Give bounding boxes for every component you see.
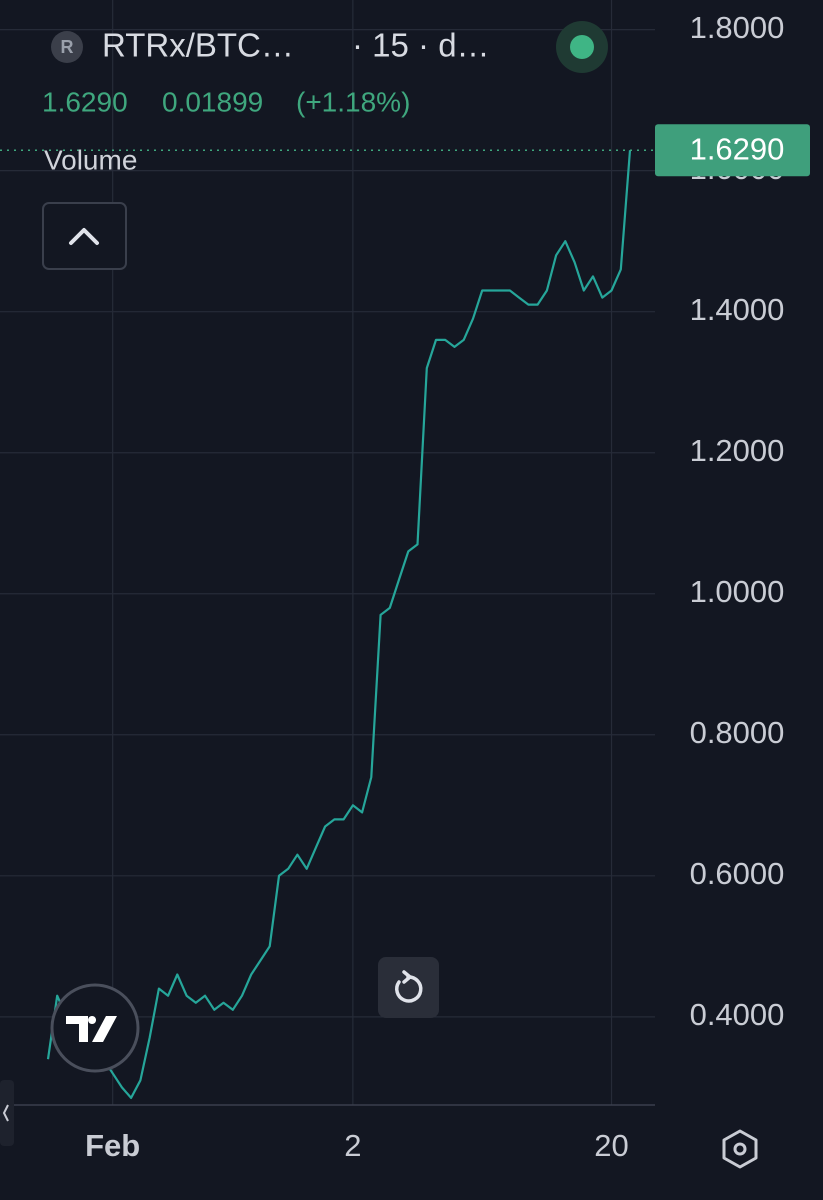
last-price-label: 1.6290	[690, 131, 785, 166]
x-tick-label: 2	[344, 1128, 361, 1163]
symbol-icon[interactable]	[51, 31, 83, 63]
y-tick-label: 1.2000	[690, 433, 785, 468]
last-price-badge	[655, 124, 810, 177]
reset-icon	[395, 975, 423, 1003]
y-tick-label: 1.8000	[690, 10, 785, 45]
status-dot	[570, 35, 594, 59]
price-line	[46, 150, 632, 1099]
quote-change-pct: (+1.18%)	[296, 86, 410, 117]
y-tick-label: 1.4000	[690, 292, 785, 327]
x-tick-label: 20	[594, 1128, 628, 1163]
interval[interactable]: · 15 · d…	[352, 27, 490, 64]
symbol[interactable]: RTRx/BTC…	[102, 27, 294, 64]
side-tab-icon	[2, 1104, 9, 1122]
y-tick-label: 1.0000	[690, 574, 785, 609]
collapse-button[interactable]	[42, 202, 127, 270]
quote-change: 0.01899	[162, 86, 263, 117]
y-tick-label: 0.8000	[690, 715, 785, 750]
side-tab[interactable]	[0, 1080, 14, 1146]
volume-label: Volume	[44, 144, 137, 175]
grid	[0, 0, 655, 1105]
reset-arrow	[402, 970, 412, 984]
settings-button[interactable]	[722, 1129, 758, 1169]
quote-price: 1.6290	[42, 86, 128, 117]
y-tick-label: 0.4000	[690, 997, 785, 1032]
y-tick-label: 0.6000	[690, 856, 785, 891]
reset-button[interactable]	[378, 957, 439, 1018]
x-tick-label: Feb	[85, 1128, 140, 1163]
symbol-icon-letter: R	[61, 37, 74, 57]
logo-button[interactable]	[50, 983, 140, 1073]
plot-area	[0, 149, 655, 1099]
settings-icon-center	[733, 1142, 747, 1156]
axis-labels: 0.40000.60000.80001.00001.20001.40001.60…	[85, 10, 810, 1163]
collapse-icon	[69, 228, 99, 245]
logo	[66, 1016, 117, 1042]
